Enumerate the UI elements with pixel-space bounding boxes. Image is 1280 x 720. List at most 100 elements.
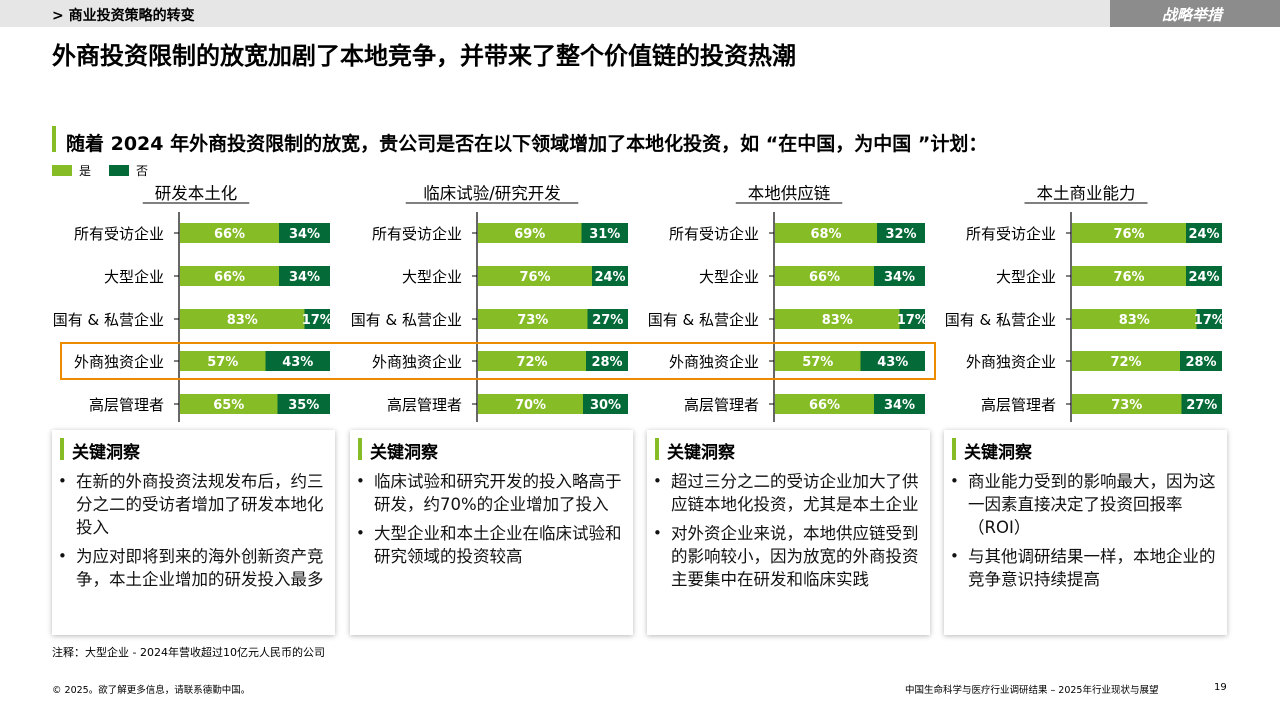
bar-yes	[775, 351, 861, 371]
insight-bullet-text: 在新的外商投资法规发布后，约三分之二的受访者增加了研发本地化投入	[76, 472, 324, 537]
legend-swatch-yes	[52, 164, 72, 176]
bullet-icon: •	[356, 524, 365, 542]
bar-no	[1181, 394, 1222, 414]
data-label-yes: 66%	[809, 398, 840, 413]
insight-bullet-text: 超过三分之二的受访企业加大了供应链本地化投资，尤其是本土企业	[671, 472, 919, 514]
bar-yes	[478, 309, 588, 329]
data-label-no: 34%	[289, 270, 320, 285]
bullet-icon: •	[950, 472, 959, 490]
survey-question: 随着 2024 年外商投资限制的放宽，贵公司是否在以下领域增加了本地化投资，如 …	[66, 133, 988, 155]
panel-title: 本土商业能力	[1037, 184, 1136, 203]
data-label-no: 28%	[591, 355, 622, 370]
bar-yes	[180, 394, 278, 414]
category-label: 大型企业	[402, 268, 462, 286]
data-label-no: 27%	[592, 313, 623, 328]
data-label-yes: 73%	[1111, 398, 1142, 413]
insight-bullet-list: • 商业能力受到的影响最大，因为这一因素直接决定了投资回报率（ROI） • 与其他调…	[950, 470, 1220, 597]
data-label-no: 34%	[289, 227, 320, 242]
panel-title: 本地供应链	[748, 184, 831, 203]
legend-swatch-no	[109, 164, 130, 176]
bullet-icon: •	[950, 547, 959, 565]
insight-bullet-list: • 超过三分之二的受访企业加大了供应链本地化投资，尤其是本土企业 • 对外资企业来说…	[653, 470, 923, 597]
bar-yes	[478, 394, 583, 414]
bar-no	[277, 394, 330, 414]
category-label: 高层管理者	[387, 396, 462, 414]
insight-bullet: • 超过三分之二的受访企业加大了供应链本地化投资，尤其是本土企业	[653, 470, 923, 516]
insight-card-clinical: 关键洞察 • 临床试验和研究开发的投入略高于研发，约70%的企业增加了投入 • 大型…	[350, 430, 633, 635]
section-tag: 战略举措	[1110, 0, 1280, 27]
data-label-yes: 69%	[514, 227, 545, 242]
insight-bullet: • 在新的外商投资法规发布后，约三分之二的受访者增加了研发本地化投入	[58, 470, 328, 539]
data-label-no: 24%	[594, 270, 625, 285]
bar-no	[899, 309, 925, 329]
bar-yes	[180, 351, 266, 371]
category-label: 国有 & 私营企业	[648, 311, 759, 329]
bullet-icon: •	[58, 472, 67, 490]
data-label-yes: 76%	[1113, 227, 1144, 242]
insight-accent-bar	[60, 438, 64, 460]
insight-bullet: • 与其他调研结果一样，本地企业的竞争意识持续提高	[950, 545, 1220, 591]
bullet-icon: •	[653, 472, 662, 490]
data-label-no: 32%	[885, 227, 916, 242]
data-label-yes: 57%	[207, 355, 238, 370]
data-label-yes: 83%	[227, 313, 258, 328]
question-accent-bar	[52, 126, 56, 152]
bar-yes	[1072, 309, 1197, 329]
insight-bullet: • 为应对即将到来的海外创新资产竞争，本土企业增加的研发投入最多	[58, 545, 328, 591]
category-label: 外商独资企业	[372, 353, 462, 371]
insight-accent-bar	[358, 438, 362, 460]
category-label: 国有 & 私营企业	[53, 311, 164, 329]
data-label-no: 27%	[1186, 398, 1217, 413]
bar-no	[279, 223, 330, 243]
section-tag-label: 战略举措	[1162, 6, 1223, 24]
bar-no	[1180, 351, 1222, 371]
data-label-yes: 70%	[515, 398, 546, 413]
bar-yes	[478, 351, 586, 371]
category-label: 高层管理者	[89, 396, 164, 414]
bar-no	[1186, 223, 1222, 243]
bar-yes	[478, 266, 592, 286]
insight-bullet: • 大型企业和本土企业在临床试验和研究领域的投资较高	[356, 522, 626, 568]
legend-label-yes: 是	[79, 163, 92, 178]
bar-yes	[775, 223, 877, 243]
top-bar: > 商业投资策略的转变 战略举措	[0, 0, 1280, 27]
legend-item-no: 否	[109, 162, 148, 179]
category-label: 大型企业	[699, 268, 759, 286]
insight-bullet: • 对外资企业来说，本地供应链受到的影响较小，因为放宽的外商投资主要集中在研发和临…	[653, 522, 923, 591]
insight-title: 关键洞察	[964, 443, 1032, 463]
bar-yes	[1072, 394, 1182, 414]
page-number: 19	[1214, 682, 1227, 693]
legend-label-no: 否	[136, 163, 149, 178]
data-label-yes: 66%	[809, 270, 840, 285]
data-label-no: 35%	[288, 398, 319, 413]
insight-bullet-text: 商业能力受到的影响最大，因为这一因素直接决定了投资回报率（ROI）	[968, 472, 1216, 537]
bar-no	[592, 266, 628, 286]
panel-title: 临床试验/研究开发	[423, 184, 561, 203]
insight-bullet-text: 大型企业和本土企业在临床试验和研究领域的投资较高	[374, 524, 622, 566]
data-label-yes: 83%	[1119, 313, 1150, 328]
bar-no	[265, 351, 330, 371]
bar-yes	[180, 223, 279, 243]
data-label-yes: 73%	[517, 313, 548, 328]
bullet-icon: •	[653, 524, 662, 542]
insight-title: 关键洞察	[370, 443, 438, 463]
data-label-yes: 65%	[213, 398, 244, 413]
insight-accent-bar	[655, 438, 659, 460]
bar-yes	[775, 394, 874, 414]
data-label-no: 17%	[1194, 313, 1225, 328]
category-label: 所有受访企业	[372, 225, 462, 243]
bar-no	[877, 223, 925, 243]
footnote: 注释：大型企业 - 2024年营收超过10亿元人民币的公司	[52, 646, 325, 659]
data-label-no: 17%	[302, 313, 333, 328]
category-label: 高层管理者	[684, 396, 759, 414]
insight-bullet-text: 为应对即将到来的海外创新资产竞争，本土企业增加的研发投入最多	[76, 547, 324, 589]
data-label-yes: 68%	[810, 227, 841, 242]
bar-yes	[775, 309, 900, 329]
data-label-no: 31%	[589, 227, 620, 242]
category-label: 大型企业	[996, 268, 1056, 286]
bar-no	[586, 351, 628, 371]
insight-accent-bar	[952, 438, 956, 460]
data-label-yes: 76%	[1113, 270, 1144, 285]
bullet-icon: •	[356, 472, 365, 490]
insight-bullet: • 临床试验和研究开发的投入略高于研发，约70%的企业增加了投入	[356, 470, 626, 516]
